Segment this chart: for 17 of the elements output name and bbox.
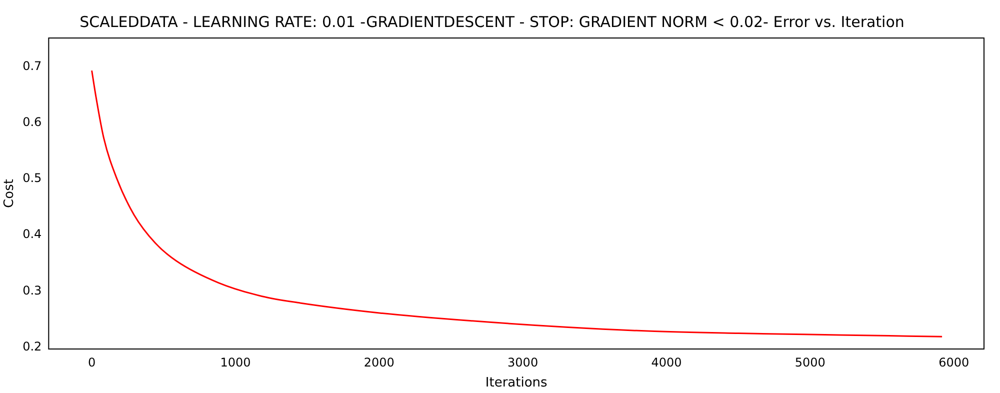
y-tick-label: 0.5 [22, 171, 42, 186]
y-tick-label: 0.6 [22, 114, 42, 129]
x-tick-label: 5000 [794, 355, 826, 370]
x-tick-label: 4000 [651, 355, 682, 370]
y-tick-label: 0.2 [22, 339, 42, 354]
line-series [91, 70, 943, 338]
x-tick-label: 0 [88, 355, 96, 370]
chart-title: SCALEDDATA - LEARNING RATE: 0.01 -GRADIENTDESCENT - STOP: GRADIENT NORM < 0.02- Error vs. Iteration [80, 12, 904, 31]
x-tick-label: 3000 [508, 355, 538, 370]
x-tick-label: 2000 [364, 355, 394, 370]
y-axis-title: Cost [2, 179, 18, 208]
y-tick-label: 0.4 [22, 227, 42, 242]
y-tick-label: 0.7 [22, 58, 42, 73]
x-axis-title: Iterations [485, 376, 548, 391]
y-tick-label: 0.3 [22, 283, 42, 298]
x-tick-label: 1000 [220, 355, 251, 370]
x-tick-label: 6000 [938, 355, 970, 370]
